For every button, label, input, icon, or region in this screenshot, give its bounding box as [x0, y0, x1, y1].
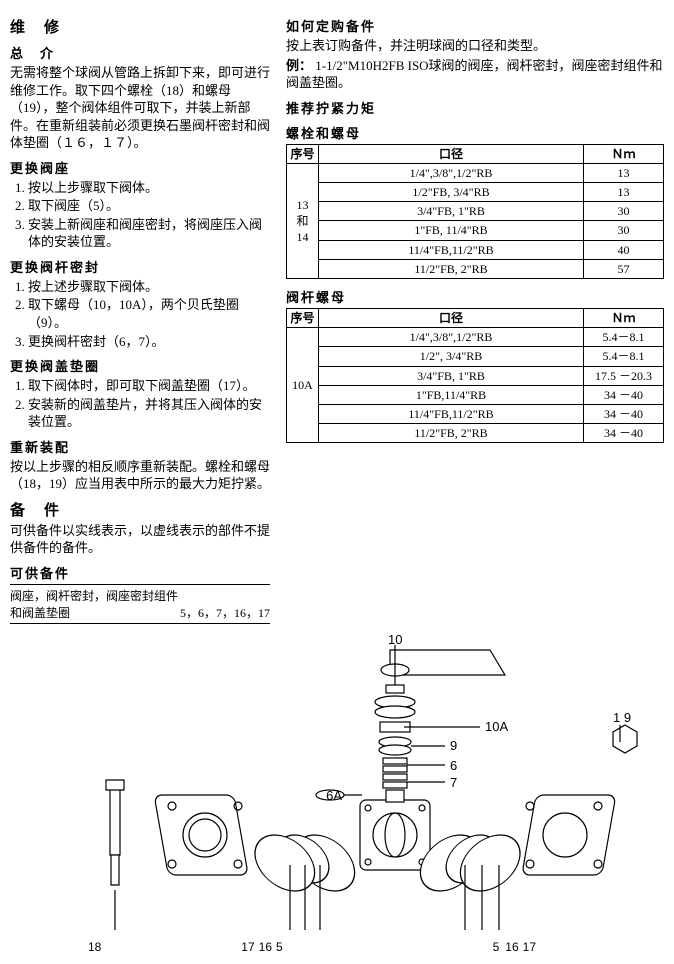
cell: 3/4"FB, 1"RB [319, 366, 584, 385]
callout-5: 5 [276, 940, 283, 954]
list-item: 安装上新阀座和阀座密封，将阀座压入阀体的安装位置。 [28, 216, 270, 251]
list-item: 按以上步骤取下阀体。 [28, 179, 270, 197]
spares-heading: 备 件 [10, 499, 270, 520]
cell: 13 [584, 183, 664, 202]
available-spares-heading: 可供备件 [10, 563, 270, 585]
table-row: 11/2"FB, 2"RB57 [287, 259, 664, 278]
col-dia-header: 口径 [319, 308, 584, 327]
overview-heading: 总 介 [10, 43, 270, 62]
table-row: 1"FB,11/4"RB34 －40 [287, 385, 664, 404]
callout-17: 17 [241, 940, 254, 954]
callout-6a: 6A [326, 788, 342, 803]
cell: 1/2"FB, 3/4"RB [319, 183, 584, 202]
list-item: 更换阀杆密封（6，7）。 [28, 333, 270, 351]
cell: 5.4－8.1 [584, 347, 664, 366]
bolts-seq-cell: 13 和 14 [287, 163, 319, 278]
col-dia-header: 口径 [319, 144, 584, 163]
cell: 5.4－8.1 [584, 328, 664, 347]
example-label: 例： [286, 58, 312, 73]
stemnut-seq-cell: 10A [287, 328, 319, 443]
cell: 11/4"FB,11/2"RB [319, 404, 584, 423]
table-row: 10A 1/4",3/8",1/2"RB 5.4－8.1 [287, 328, 664, 347]
example-text: 1-1/2"M10H2FB ISO球阀的阀座，阀杆密封，阀座密封组件和阀盖垫圈。 [286, 58, 663, 91]
exploded-svg: 10 10A 9 6 7 6A 1 9 [10, 630, 660, 940]
callout-17: 17 [523, 940, 536, 954]
table-row: 序号 口径 Ｎｍ [287, 308, 664, 327]
callout-5: 5 [493, 940, 500, 954]
callout-10a: 10A [485, 719, 508, 734]
cell: 34 －40 [584, 404, 664, 423]
list-item: 安装新的阀盖垫片，并将其压入阀体的安装位置。 [28, 396, 270, 431]
available-spares-row: 阀座，阀杆密封，阀座密封组件 和阀盖垫圈 5，6，7，16，17 [10, 587, 270, 624]
stem-nut-heading: 阀杆螺母 [286, 287, 664, 306]
table-row: 3/4"FB, 1"RB17.5 －20.3 [287, 366, 664, 385]
order-heading: 如何定购备件 [286, 16, 664, 35]
replace-stem-heading: 更换阀杆密封 [10, 257, 270, 276]
callout-10: 10 [388, 632, 402, 647]
spares-numbers: 5，6，7，16，17 [180, 604, 270, 621]
cell: 40 [584, 240, 664, 259]
cell: 17.5 －20.3 [584, 366, 664, 385]
replace-cover-steps: 取下阀体时，即可取下阀盖垫圈（17）。 安装新的阀盖垫片，并将其压入阀体的安装位… [10, 377, 270, 431]
bolts-table: 序号 口径 Ｎｍ 13 和 14 1/4",3/8",1/2"RB 13 1/2… [286, 144, 664, 279]
callout-7: 7 [450, 775, 457, 790]
list-item: 取下阀体时，即可取下阀盖垫圈（17）。 [28, 377, 270, 395]
order-example: 例： 1-1/2"M10H2FB ISO球阀的阀座，阀杆密封，阀座密封组件和阀盖… [286, 57, 664, 92]
cell: 11/2"FB, 2"RB [319, 259, 584, 278]
cell: 1/4",3/8",1/2"RB [319, 328, 584, 347]
replace-stem-steps: 按上述步骤取下阀体。 取下螺母（10，10A），两个贝氏垫圈（9）。 更换阀杆密… [10, 278, 270, 350]
list-item: 取下螺母（10，10A），两个贝氏垫圈（9）。 [28, 296, 270, 331]
callout-16: 16 [505, 940, 518, 954]
spares-text: 可供备件以实线表示，以虚线表示的部件不提供备件的备件。 [10, 522, 270, 557]
table-row: 1"FB, 11/4"RB30 [287, 221, 664, 240]
callout-16: 16 [259, 940, 272, 954]
exploded-diagram: 10 10A 9 6 7 6A 1 9 [10, 630, 664, 944]
reassembly-heading: 重新装配 [10, 437, 270, 456]
replace-seat-steps: 按以上步骤取下阀体。 取下阀座（5）。 安装上新阀座和阀座密封，将阀座压入阀体的… [10, 179, 270, 251]
list-item: 按上述步骤取下阀体。 [28, 278, 270, 296]
cell: 1/4",3/8",1/2"RB [319, 163, 584, 182]
order-text: 按上表订购备件，并注明球阀的口径和类型。 [286, 37, 664, 55]
col-nm-header: Ｎｍ [584, 144, 664, 163]
reassembly-text: 按以上步骤的相反顺序重新装配。螺栓和螺母（18，19）应当用表中所示的最大力矩拧… [10, 458, 270, 493]
table-row: 11/2"FB, 2"RB34 －40 [287, 424, 664, 443]
cell: 30 [584, 202, 664, 221]
cell: 34 －40 [584, 385, 664, 404]
cell: 34 －40 [584, 424, 664, 443]
callout-18: 18 [88, 940, 101, 954]
table-row: 11/4"FB,11/2"RB40 [287, 240, 664, 259]
cell: 1"FB, 11/4"RB [319, 221, 584, 240]
replace-seat-heading: 更换阀座 [10, 158, 270, 177]
diagram-footer-callouts: 18 17 16 5 5 16 17 [10, 940, 664, 954]
cell: 1"FB,11/4"RB [319, 385, 584, 404]
cell: 11/4"FB,11/2"RB [319, 240, 584, 259]
torque-heading: 推荐拧紧力矩 [286, 98, 664, 117]
cell: 57 [584, 259, 664, 278]
table-row: 13 和 14 1/4",3/8",1/2"RB 13 [287, 163, 664, 182]
spares-line2: 和阀盖垫圈 [10, 604, 70, 621]
callout-6: 6 [450, 758, 457, 773]
table-row: 1/2", 3/4"RB5.4－8.1 [287, 347, 664, 366]
callout-19: 1 9 [613, 710, 631, 725]
stemnut-table: 序号 口径 Ｎｍ 10A 1/4",3/8",1/2"RB 5.4－8.1 1/… [286, 308, 664, 443]
table-row: 3/4"FB, 1"RB30 [287, 202, 664, 221]
spares-line1: 阀座，阀杆密封，阀座密封组件 [10, 587, 178, 604]
cell: 3/4"FB, 1"RB [319, 202, 584, 221]
cell: 11/2"FB, 2"RB [319, 424, 584, 443]
callout-9: 9 [450, 738, 457, 753]
replace-cover-heading: 更换阀盖垫圈 [10, 356, 270, 375]
table-row: 11/4"FB,11/2"RB34 －40 [287, 404, 664, 423]
cell: 30 [584, 221, 664, 240]
col-seq-header: 序号 [287, 308, 319, 327]
bolts-heading: 螺栓和螺母 [286, 123, 664, 142]
list-item: 取下阀座（5）。 [28, 197, 270, 215]
maintenance-heading: 维 修 [10, 16, 270, 37]
overview-text: 无需将整个球阀从管路上拆卸下来，即可进行维修工作。取下四个螺栓（18）和螺母（1… [10, 64, 270, 152]
table-row: 序号 口径 Ｎｍ [287, 144, 664, 163]
col-nm-header: Ｎｍ [584, 308, 664, 327]
table-row: 1/2"FB, 3/4"RB13 [287, 183, 664, 202]
col-seq-header: 序号 [287, 144, 319, 163]
cell: 13 [584, 163, 664, 182]
cell: 1/2", 3/4"RB [319, 347, 584, 366]
